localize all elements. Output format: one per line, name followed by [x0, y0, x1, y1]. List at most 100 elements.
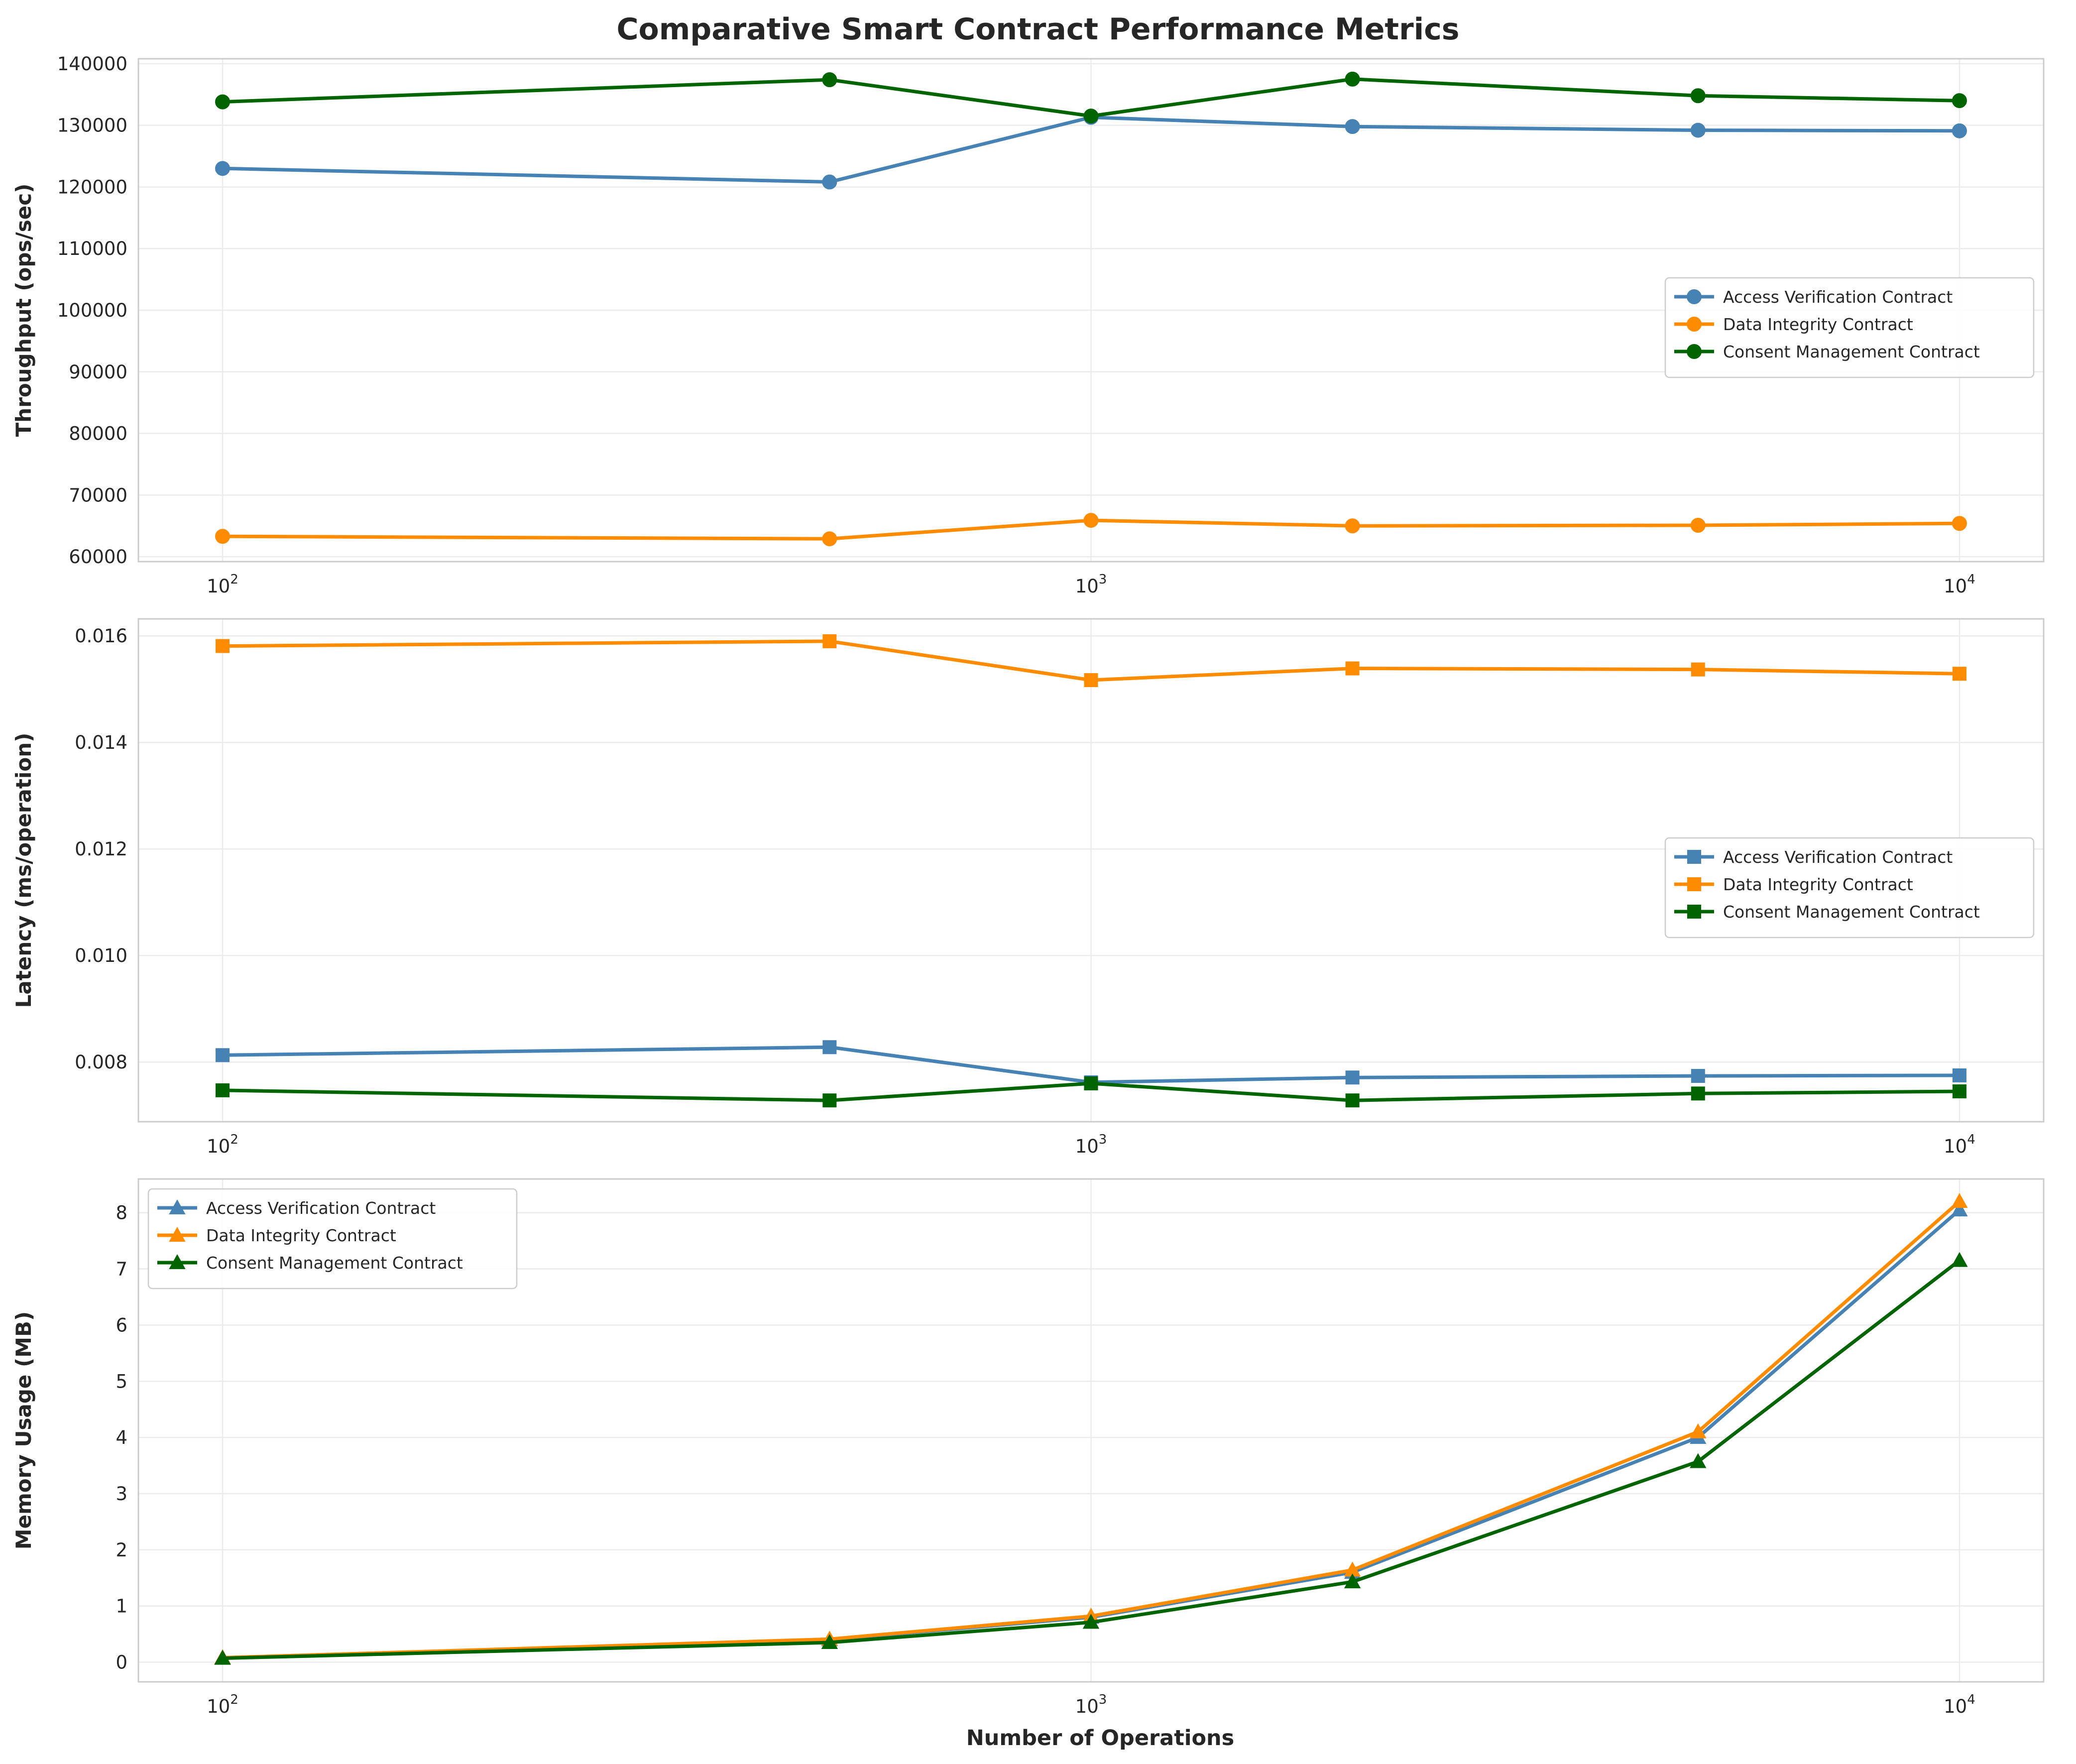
legend-item: Consent Management Contract	[1674, 902, 1980, 922]
legend-item: Data Integrity Contract	[157, 1226, 396, 1245]
data-point	[214, 1649, 231, 1665]
y-tick-label: 5	[115, 1371, 127, 1392]
x-tick-label: 104	[1944, 572, 1975, 597]
data-point	[822, 174, 837, 190]
x-tick-label: 102	[207, 572, 238, 597]
y-tick-label: 0.014	[75, 732, 127, 753]
data-point	[1690, 517, 1706, 533]
y-tick-label: 130000	[57, 115, 127, 136]
y-tick-label: 3	[115, 1483, 127, 1505]
y-tick-label: 8	[115, 1202, 127, 1224]
series-line	[221, 1259, 1961, 1660]
legend-item: Consent Management Contract	[1674, 342, 1980, 361]
legend: Access Verification Contract Data Integri…	[1664, 837, 2035, 939]
series-line	[221, 639, 1961, 682]
data-point	[1083, 513, 1099, 528]
data-point	[1344, 1573, 1361, 1589]
data-point	[1082, 1614, 1100, 1629]
data-point	[1951, 1252, 1968, 1267]
data-point	[1345, 71, 1360, 87]
data-point	[1083, 109, 1099, 124]
y-tick-label: 110000	[57, 238, 127, 259]
x-tick-label: 103	[1075, 1692, 1107, 1717]
plot-frame	[137, 58, 2045, 563]
data-point	[216, 1048, 230, 1062]
legend-marker	[1687, 317, 1702, 332]
series-3	[214, 1252, 1968, 1665]
y-tick-label: 2	[115, 1539, 127, 1561]
y-tick-label: 140000	[57, 53, 127, 75]
x-tick-label: 103	[1075, 1132, 1107, 1157]
series-3	[215, 71, 1967, 124]
series-line	[221, 77, 1961, 118]
data-point	[1690, 88, 1706, 104]
data-point	[215, 161, 231, 176]
legend-label: Consent Management Contract	[1723, 342, 1980, 361]
data-point	[1084, 673, 1098, 688]
plot-frame	[137, 618, 2045, 1123]
data-point	[1345, 119, 1360, 134]
y-tick-label: 60000	[69, 546, 127, 568]
legend-label: Consent Management Contract	[1723, 902, 1980, 922]
y-tick-label: 100000	[57, 300, 127, 321]
x-tick-exponent: 2	[230, 1692, 238, 1707]
data-point	[215, 94, 231, 110]
x-tick-base: 10	[207, 1136, 230, 1157]
x-tick-label: 104	[1944, 1692, 1975, 1717]
data-point	[1952, 667, 1966, 681]
legend-label: Access Verification Contract	[1723, 847, 1953, 867]
legend-box	[1664, 837, 2035, 939]
legend-marker	[1687, 289, 1702, 304]
x-tick-labels: 102 103 104	[207, 1692, 1975, 1717]
x-tick-labels: 102 103 104	[207, 572, 1975, 597]
x-tick-exponent: 2	[230, 572, 238, 587]
legend-item: Access Verification Contract	[1674, 847, 1953, 867]
x-tick-base: 10	[1075, 1696, 1099, 1717]
panels: 6000070000800009000010000011000012000013…	[11, 53, 2045, 1717]
legend-item: Access Verification Contract	[1674, 287, 1953, 307]
x-tick-label: 103	[1075, 572, 1107, 597]
legend-label: Data Integrity Contract	[1723, 315, 1913, 334]
y-tick-label: 4	[115, 1427, 127, 1448]
series-line	[221, 1045, 1961, 1084]
x-tick-label: 102	[207, 1132, 238, 1157]
data-point	[1952, 516, 1967, 531]
legend: Access Verification Contract Data Integri…	[147, 1188, 518, 1290]
data-point	[1691, 1086, 1705, 1101]
x-tick-exponent: 4	[1967, 572, 1975, 587]
y-tick-label: 0.016	[75, 625, 127, 647]
series-2	[215, 513, 1967, 547]
series-line	[221, 116, 1961, 184]
chart-panel-1: 60000 70000 80000 90000 100000 110000 120000 13…	[11, 53, 2045, 597]
data-point	[1951, 1193, 1968, 1208]
legend-item: Access Verification Contract	[157, 1198, 436, 1218]
data-point	[822, 1040, 837, 1055]
plot-frame	[137, 1178, 2045, 1683]
series-line	[221, 518, 1961, 541]
legend-marker	[1687, 344, 1702, 359]
legend: Access Verification Contract Data Integri…	[1664, 277, 2035, 378]
y-tick-labels: 0 1 2 3 4 5 6 7 8	[115, 1202, 127, 1673]
x-tick-exponent: 4	[1967, 1692, 1975, 1707]
data-point	[1951, 1201, 1968, 1217]
x-tick-base: 10	[1075, 576, 1099, 597]
data-point	[215, 529, 231, 544]
data-point	[216, 1083, 230, 1097]
data-point	[1952, 1068, 1966, 1082]
legend-label: Access Verification Contract	[206, 1198, 436, 1218]
data-point	[1691, 662, 1705, 677]
legend-item: Data Integrity Contract	[1674, 315, 1913, 334]
x-tick-labels: 102 103 104	[207, 1132, 1975, 1157]
legend-label: Data Integrity Contract	[206, 1226, 396, 1245]
x-tick-base: 10	[207, 576, 230, 597]
series-2	[216, 634, 1966, 688]
y-tick-label: 70000	[69, 484, 127, 506]
figure-title: Comparative Smart Contract Performance M…	[616, 12, 1459, 47]
data-point	[1691, 1068, 1705, 1083]
y-tick-labels: 0.008 0.010 0.012 0.014 0.016	[75, 625, 127, 1073]
legend-label: Access Verification Contract	[1723, 287, 1953, 307]
data-point	[1952, 123, 1967, 138]
x-tick-label: 104	[1944, 1132, 1975, 1157]
